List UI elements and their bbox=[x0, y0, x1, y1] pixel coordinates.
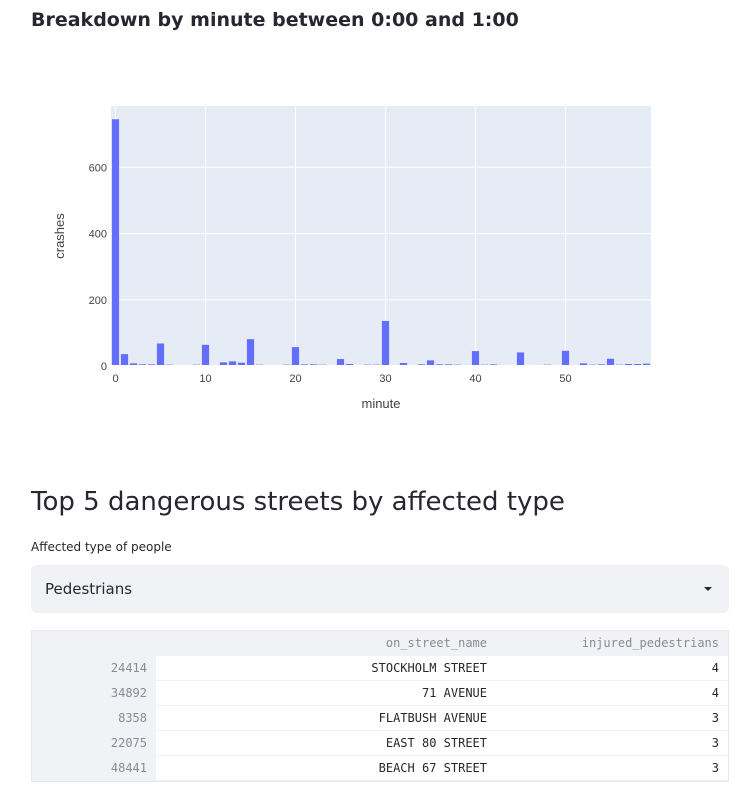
bar[interactable] bbox=[201, 344, 210, 366]
injured-count-cell: 4 bbox=[496, 681, 728, 706]
plot-background bbox=[111, 106, 651, 366]
y-tick-label: 0 bbox=[101, 361, 107, 373]
row-index: 8358 bbox=[32, 706, 156, 731]
affected-type-label: Affected type of people bbox=[31, 540, 172, 554]
street-name-cell: FLATBUSH AVENUE bbox=[156, 706, 496, 731]
y-tick-label: 200 bbox=[89, 295, 107, 307]
table-row: 24414 STOCKHOLM STREET 4 bbox=[32, 656, 728, 681]
row-index: 34892 bbox=[32, 681, 156, 706]
y-tick-label: 600 bbox=[89, 162, 107, 174]
bar[interactable] bbox=[642, 363, 651, 366]
affected-type-selected-value: Pedestrians bbox=[45, 580, 133, 598]
bar[interactable] bbox=[237, 362, 246, 366]
x-tick-label: 30 bbox=[379, 373, 391, 385]
column-header-on-street-name[interactable]: on_street_name bbox=[156, 631, 496, 656]
injured-count-cell: 4 bbox=[496, 656, 728, 681]
bar[interactable] bbox=[291, 347, 300, 366]
bar[interactable] bbox=[606, 358, 615, 366]
bar[interactable] bbox=[381, 320, 390, 366]
streets-table: on_street_name injured_pedestrians 24414… bbox=[31, 630, 729, 782]
street-name-cell: STOCKHOLM STREET bbox=[156, 656, 496, 681]
affected-type-select[interactable]: Pedestrians bbox=[31, 565, 729, 613]
x-tick-label: 20 bbox=[289, 373, 301, 385]
table-row: 34892 71 AVENUE 4 bbox=[32, 681, 728, 706]
bar[interactable] bbox=[516, 352, 525, 366]
y-tick-label: 400 bbox=[89, 229, 107, 241]
bar[interactable] bbox=[129, 363, 138, 366]
table-row: 48441 BEACH 67 STREET 3 bbox=[32, 756, 728, 781]
bar[interactable] bbox=[399, 363, 408, 366]
x-tick-label: 50 bbox=[559, 373, 571, 385]
row-index: 22075 bbox=[32, 731, 156, 756]
injured-count-cell: 3 bbox=[496, 756, 728, 781]
street-name-cell: 71 AVENUE bbox=[156, 681, 496, 706]
index-header bbox=[32, 631, 156, 656]
minute-chart-svg[interactable]: 0 200 400 600 0 10 20 30 40 50 minute crashes bbox=[0, 40, 750, 420]
x-tick-label: 10 bbox=[199, 373, 211, 385]
bar[interactable] bbox=[219, 362, 228, 366]
row-index: 48441 bbox=[32, 756, 156, 781]
bar[interactable] bbox=[156, 343, 165, 366]
bar[interactable] bbox=[336, 359, 345, 366]
x-axis-title: minute bbox=[361, 396, 400, 411]
street-name-cell: EAST 80 STREET bbox=[156, 731, 496, 756]
x-tick-label: 40 bbox=[469, 373, 481, 385]
bar[interactable] bbox=[426, 360, 435, 366]
table-row: 8358 FLATBUSH AVENUE 3 bbox=[32, 706, 728, 731]
bar[interactable] bbox=[246, 339, 255, 366]
bar[interactable] bbox=[579, 363, 588, 366]
row-index: 24414 bbox=[32, 656, 156, 681]
table-header-row: on_street_name injured_pedestrians bbox=[32, 631, 728, 656]
column-header-injured-pedestrians[interactable]: injured_pedestrians bbox=[496, 631, 728, 656]
minute-chart[interactable]: 0 200 400 600 0 10 20 30 40 50 minute crashes bbox=[0, 40, 750, 420]
street-name-cell: BEACH 67 STREET bbox=[156, 756, 496, 781]
bar[interactable] bbox=[471, 351, 480, 366]
caret-down-icon[interactable] bbox=[704, 587, 712, 591]
streets-heading: Top 5 dangerous streets by affected type bbox=[31, 487, 565, 517]
breakdown-title: Breakdown by minute between 0:00 and 1:0… bbox=[31, 9, 519, 31]
injured-count-cell: 3 bbox=[496, 731, 728, 756]
table-row: 22075 EAST 80 STREET 3 bbox=[32, 731, 728, 756]
bar[interactable] bbox=[111, 119, 120, 366]
bar[interactable] bbox=[561, 350, 570, 366]
bar[interactable] bbox=[228, 361, 237, 366]
injured-count-cell: 3 bbox=[496, 706, 728, 731]
x-tick-label: 0 bbox=[112, 373, 118, 385]
y-axis-title: crashes bbox=[52, 213, 67, 259]
bar[interactable] bbox=[120, 354, 129, 366]
